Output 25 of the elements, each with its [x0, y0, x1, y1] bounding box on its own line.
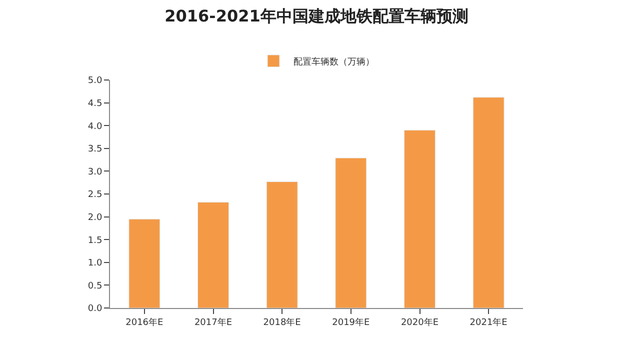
y-tick-label: 2.0 — [88, 212, 102, 223]
y-tick-label: 5.0 — [88, 76, 102, 86]
y-tick-label: 0.5 — [88, 281, 102, 292]
bar — [198, 202, 229, 308]
y-tick-label: 0.0 — [88, 304, 102, 314]
bar — [404, 130, 436, 308]
y-tick-label: 2.5 — [88, 190, 102, 200]
y-tick-label: 1.5 — [88, 236, 102, 246]
bar — [472, 97, 504, 308]
y-tick-label: 3.5 — [88, 144, 102, 155]
x-tick-label: 2019年E — [332, 316, 370, 328]
legend-label: 配置车辆数（万辆） — [294, 56, 374, 68]
bar — [266, 181, 298, 308]
y-tick-label: 1.0 — [88, 258, 102, 269]
y-tick-label: 3.0 — [88, 167, 102, 178]
y-tick-label: 4.5 — [88, 98, 102, 109]
x-tick-label: 2017年E — [194, 316, 232, 328]
x-tick-label: 2020年E — [400, 316, 439, 328]
chart-title: 2016-2021年中国建成地铁配置车辆预测 — [164, 6, 468, 26]
x-tick-label: 2021年E — [470, 316, 508, 328]
bar — [128, 218, 160, 308]
x-tick-label: 2018年E — [263, 316, 302, 328]
bar — [335, 158, 367, 308]
x-tick-label: 2016年E — [126, 316, 164, 328]
y-tick-label: 4.0 — [88, 122, 102, 132]
